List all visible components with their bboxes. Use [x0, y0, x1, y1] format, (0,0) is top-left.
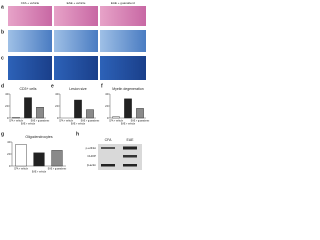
y-tick-label: 20 [7, 152, 11, 156]
histology: CFA + vehicle EAE + vehicle EAE + guanab… [8, 1, 146, 80]
x-tick-label: EAE + vehicle [21, 123, 36, 126]
group-label: EAE + vehicle [67, 1, 86, 5]
image [54, 56, 98, 80]
panel-letter: f [101, 83, 103, 89]
western-blot: CFA EAE p-eIF2α CHOP β-actin [86, 138, 142, 170]
bar [15, 144, 27, 167]
y-tick-label: 20 [5, 104, 9, 108]
image [8, 6, 52, 26]
x-tick-label: EAE + vehicle [32, 171, 47, 174]
y-tick-label: 0 [7, 116, 9, 120]
lane-label: CFA [105, 138, 112, 142]
chart-title: Oligodendrocytes [25, 135, 52, 139]
panel-letter: h [76, 131, 79, 137]
group-label: EAE + guanabenz [111, 1, 136, 5]
image [8, 30, 52, 52]
bar [112, 116, 120, 119]
image [100, 6, 146, 26]
y-tick-label: 20 [105, 104, 109, 108]
x-tick-label: EAE + guanabenz [81, 120, 100, 123]
x-tick-label: EAE + vehicle [121, 123, 136, 126]
x-tick-label: EAE + guanabenz [31, 120, 50, 123]
y-tick-label: 40 [5, 92, 9, 96]
y-tick-label: 40 [55, 92, 59, 96]
bar [12, 117, 20, 119]
panel-letter: a [1, 4, 4, 10]
x-tick-label: EAE + guanabenz [131, 120, 150, 123]
bar [24, 97, 32, 119]
bar [86, 109, 94, 119]
image [54, 30, 98, 52]
y-tick-label: 0 [107, 116, 109, 120]
chart-title: CD3+ cells [19, 87, 36, 91]
panel-letter: b [1, 29, 4, 35]
figure: CFA + vehicle EAE + vehicle EAE + guanab… [1, 1, 150, 174]
panel-letter: e [51, 83, 54, 89]
bar [51, 150, 63, 167]
bar [124, 98, 132, 119]
y-tick-label: 0 [57, 116, 59, 120]
y-tick-label: 20 [55, 104, 59, 108]
panel-letter: c [1, 55, 4, 61]
image [54, 6, 98, 26]
x-tick-label: EAE + vehicle [71, 123, 86, 126]
bar [136, 108, 144, 119]
chart-title: Myelin degeneration [112, 87, 144, 91]
panel-letter: g [1, 131, 4, 137]
band [101, 147, 115, 149]
group-label: CFA + vehicle [21, 1, 40, 5]
x-tick-label: CFA + vehicle [9, 120, 24, 123]
image [8, 56, 52, 80]
bar [33, 152, 45, 167]
row-label: p-eIF2α [86, 146, 97, 150]
y-tick-label: 0 [9, 164, 11, 168]
x-tick-label: CFA + vehicle [109, 120, 124, 123]
band [123, 155, 137, 158]
image [100, 30, 146, 52]
y-tick-label: 40 [7, 140, 11, 144]
row-label: β-actin [87, 163, 96, 167]
bar [36, 106, 44, 119]
x-tick-label: CFA + vehicle [59, 120, 74, 123]
band [123, 146, 137, 150]
band [123, 164, 137, 167]
y-tick-label: 40 [105, 92, 109, 96]
panel-letter: d [1, 83, 4, 89]
row-label: CHOP [87, 154, 96, 158]
lane-label: EAE [126, 138, 134, 142]
bar [74, 99, 82, 119]
x-tick-label: CFA + vehicle [14, 168, 29, 171]
chart-title: Lesion size [69, 87, 87, 91]
band [101, 164, 115, 167]
x-tick-label: EAE + guanabenz [48, 168, 67, 171]
image [100, 56, 146, 80]
